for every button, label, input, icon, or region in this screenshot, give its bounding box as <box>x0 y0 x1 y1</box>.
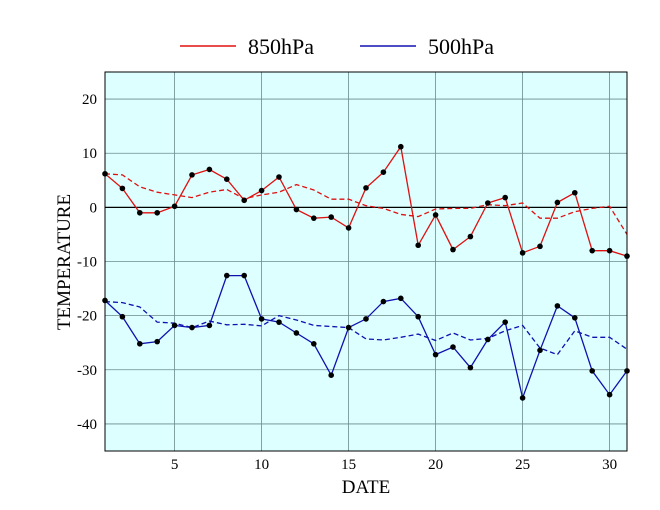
data-point-500hpa <box>572 315 578 321</box>
data-point-850hpa <box>519 250 526 256</box>
data-point-500hpa <box>554 303 561 309</box>
data-point-500hpa <box>224 272 230 279</box>
y-tick-label: -40 <box>77 417 97 433</box>
y-tick-label: 0 <box>90 200 98 216</box>
data-point-500hpa <box>415 313 422 320</box>
x-tick-label: 5 <box>171 457 179 473</box>
data-point-500hpa <box>241 272 247 279</box>
data-point-850hpa <box>137 209 143 216</box>
legend-label-850hpa: 850hPa <box>248 34 314 59</box>
data-point-850hpa <box>572 189 578 196</box>
legend-label-500hpa: 500hPa <box>428 34 494 59</box>
data-point-500hpa <box>171 322 178 329</box>
data-point-850hpa <box>467 233 474 240</box>
data-point-850hpa <box>345 225 352 231</box>
data-point-850hpa <box>398 143 404 150</box>
data-point-850hpa <box>450 246 456 253</box>
y-tick-label: 10 <box>82 146 97 162</box>
data-point-500hpa <box>154 338 160 345</box>
data-point-500hpa <box>432 351 439 358</box>
data-point-850hpa <box>224 176 230 183</box>
legend: 850hPa 500hPa <box>180 34 494 59</box>
data-point-500hpa <box>450 344 456 350</box>
data-point-850hpa <box>171 203 178 210</box>
data-point-500hpa <box>589 368 595 374</box>
data-point-850hpa <box>276 174 282 180</box>
series-layer <box>102 143 630 401</box>
data-point-850hpa <box>485 200 491 206</box>
data-point-850hpa <box>241 197 247 204</box>
data-point-850hpa <box>415 242 422 249</box>
data-point-850hpa <box>328 214 335 220</box>
data-point-850hpa <box>206 166 213 173</box>
data-point-500hpa <box>137 340 143 347</box>
data-point-500hpa <box>398 295 404 302</box>
data-point-850hpa <box>432 212 439 218</box>
data-point-850hpa <box>154 209 160 216</box>
data-point-500hpa <box>328 372 335 379</box>
series-line-850hpa-climatology <box>104 173 628 235</box>
data-point-850hpa <box>258 187 265 194</box>
data-point-850hpa <box>380 169 387 175</box>
x-tick-label: 25 <box>515 457 530 473</box>
grid <box>105 72 627 451</box>
data-point-850hpa <box>363 185 369 191</box>
x-tick-label: 10 <box>254 457 269 473</box>
data-point-500hpa <box>363 316 369 322</box>
data-point-850hpa <box>606 247 613 254</box>
data-point-500hpa <box>485 336 491 343</box>
data-point-500hpa <box>345 324 352 331</box>
y-tick-label: 20 <box>82 92 97 108</box>
data-point-500hpa <box>467 364 474 371</box>
plot-frame <box>104 71 628 452</box>
data-point-500hpa <box>119 313 126 320</box>
y-tick-label: -20 <box>77 309 97 325</box>
y-tick-label: -10 <box>77 255 97 271</box>
x-tick-label: 20 <box>428 457 443 473</box>
x-tick-label: 15 <box>341 457 356 473</box>
data-point-850hpa <box>293 206 300 213</box>
data-point-500hpa <box>276 319 282 325</box>
data-point-850hpa <box>502 194 509 201</box>
data-point-500hpa <box>258 316 265 322</box>
data-point-850hpa <box>537 243 543 250</box>
data-point-850hpa <box>119 185 126 192</box>
data-point-500hpa <box>537 347 543 354</box>
data-point-500hpa <box>380 298 387 305</box>
y-tick-label: -30 <box>77 363 97 379</box>
data-point-500hpa <box>189 324 195 331</box>
data-point-500hpa <box>606 391 613 398</box>
data-point-850hpa <box>311 215 317 221</box>
data-point-500hpa <box>519 395 526 401</box>
data-point-850hpa <box>589 247 595 254</box>
x-axis-title: DATE <box>342 477 391 498</box>
data-point-500hpa <box>311 340 317 347</box>
data-point-500hpa <box>293 330 300 336</box>
data-point-500hpa <box>206 322 213 329</box>
data-point-500hpa <box>502 319 509 325</box>
x-tick-label: 30 <box>602 457 617 473</box>
data-point-850hpa <box>554 199 561 206</box>
data-point-850hpa <box>189 172 195 178</box>
y-axis-title: TEMPERATURE <box>54 194 75 330</box>
tick-labels: 5 10 15 20 25 30 20 10 0 -10 -20 -30 -40 <box>77 92 617 473</box>
